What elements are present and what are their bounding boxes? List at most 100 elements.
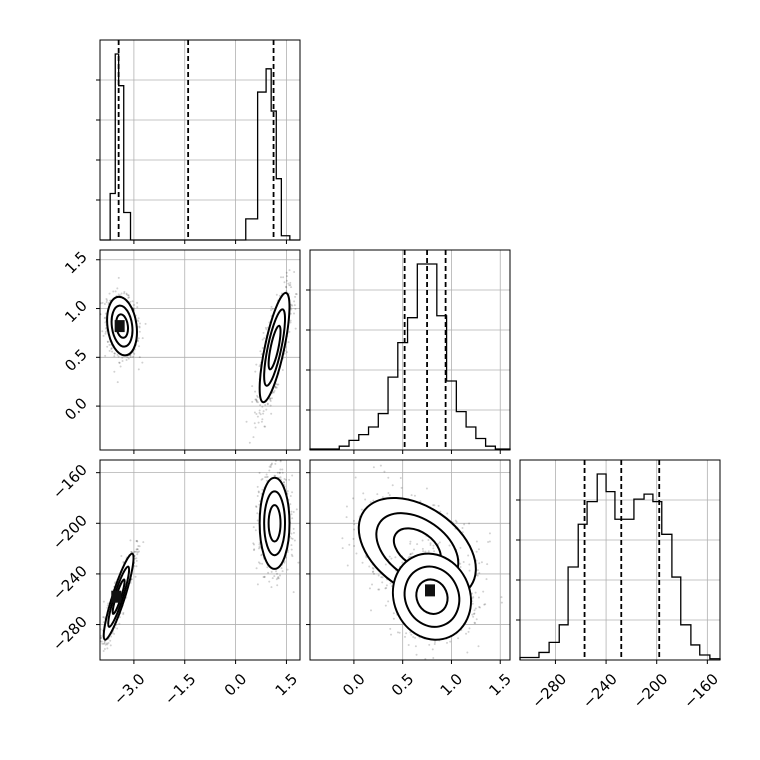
scatter-point: [372, 570, 375, 573]
scatter-point: [102, 621, 105, 624]
scatter-point: [113, 370, 116, 373]
scatter-point: [137, 337, 140, 340]
scatter-point: [285, 286, 288, 289]
scatter-point: [360, 508, 363, 511]
scatter-point: [410, 494, 413, 497]
scatter-point: [261, 405, 264, 408]
scatter-point: [352, 537, 355, 540]
scatter-point: [120, 555, 123, 558]
scatter-point: [261, 562, 264, 565]
scatter-point: [439, 510, 442, 513]
scatter-point: [135, 565, 138, 568]
scatter-point: [289, 319, 292, 322]
scatter-point: [413, 494, 416, 497]
scatter-point: [291, 474, 294, 477]
scatter-point: [283, 281, 286, 284]
scatter-point: [457, 558, 460, 561]
scatter-point: [287, 341, 290, 344]
scatter-point: [136, 540, 139, 543]
scatter-point: [103, 640, 106, 643]
scatter-point: [488, 532, 491, 535]
scatter-point: [353, 545, 356, 548]
scatter-point: [262, 410, 265, 413]
scatter-point: [400, 486, 403, 489]
scatter-point: [258, 411, 261, 414]
scatter-point: [103, 642, 106, 645]
scatter-point: [389, 627, 392, 630]
scatter-point: [353, 528, 356, 531]
scatter-point: [256, 401, 259, 404]
scatter-point: [381, 581, 384, 584]
scatter-point: [291, 304, 294, 307]
scatter-point: [138, 550, 141, 553]
scatter-point: [259, 404, 262, 407]
scatter-point: [258, 545, 261, 548]
scatter-point: [127, 294, 130, 297]
scatter-point: [282, 276, 285, 279]
scatter-point: [372, 499, 375, 502]
scatter-point: [478, 562, 481, 565]
scatter-point: [119, 294, 122, 297]
scatter-point: [138, 322, 141, 325]
pair-plot-0-1: [100, 269, 298, 444]
scatter-point: [425, 534, 428, 537]
density-contour: [110, 304, 134, 348]
scatter-point: [285, 290, 288, 293]
scatter-point: [291, 537, 294, 540]
scatter-point: [400, 555, 403, 558]
scatter-point: [467, 554, 470, 557]
plot-marks: [97, 40, 721, 664]
scatter-point: [364, 498, 367, 501]
scatter-point: [278, 471, 281, 474]
scatter-point: [434, 641, 437, 644]
scatter-point: [372, 567, 375, 570]
scatter-point: [254, 390, 257, 393]
scatter-point: [116, 353, 119, 356]
scatter-point: [137, 545, 140, 548]
scatter-point: [261, 346, 264, 349]
scatter-point: [269, 464, 272, 467]
scatter-point: [429, 542, 432, 545]
scatter-point: [121, 360, 124, 363]
scatter-point: [377, 574, 380, 577]
scatter-point: [127, 357, 130, 360]
scatter-point: [297, 561, 300, 564]
scatter-point: [289, 281, 292, 284]
scatter-point: [104, 316, 107, 319]
scatter-point: [263, 425, 266, 428]
scatter-point: [278, 294, 281, 297]
scatter-point: [380, 576, 383, 579]
scatter-point: [136, 319, 139, 322]
scatter-point: [97, 662, 99, 664]
scatter-point: [290, 537, 293, 540]
scatter-point: [106, 299, 109, 302]
scatter-point: [260, 353, 263, 356]
scatter-point: [353, 523, 356, 526]
scatter-point: [276, 383, 279, 386]
scatter-point: [259, 350, 262, 353]
scatter-point: [291, 555, 294, 558]
scatter-point: [372, 572, 375, 575]
scatter-point: [289, 321, 292, 324]
scatter-point: [395, 569, 398, 572]
scatter-point: [480, 561, 483, 564]
scatter-point: [117, 293, 120, 296]
scatter-point: [110, 635, 113, 638]
scatter-point: [100, 636, 103, 639]
scatter-point: [102, 616, 105, 619]
histogram-param_0: [100, 53, 300, 241]
scatter-point: [427, 550, 430, 553]
scatter-point: [446, 512, 449, 515]
scatter-point: [121, 356, 124, 359]
scatter-point: [437, 504, 440, 507]
scatter-point: [468, 569, 471, 572]
scatter-point: [341, 537, 344, 540]
scatter-point: [293, 304, 296, 307]
scatter-point: [102, 616, 105, 619]
scatter-point: [369, 501, 372, 504]
scatter-point: [362, 492, 365, 495]
scatter-point: [271, 577, 274, 580]
scatter-point: [290, 548, 293, 551]
scatter-point: [425, 487, 428, 490]
scatter-point: [268, 580, 271, 583]
